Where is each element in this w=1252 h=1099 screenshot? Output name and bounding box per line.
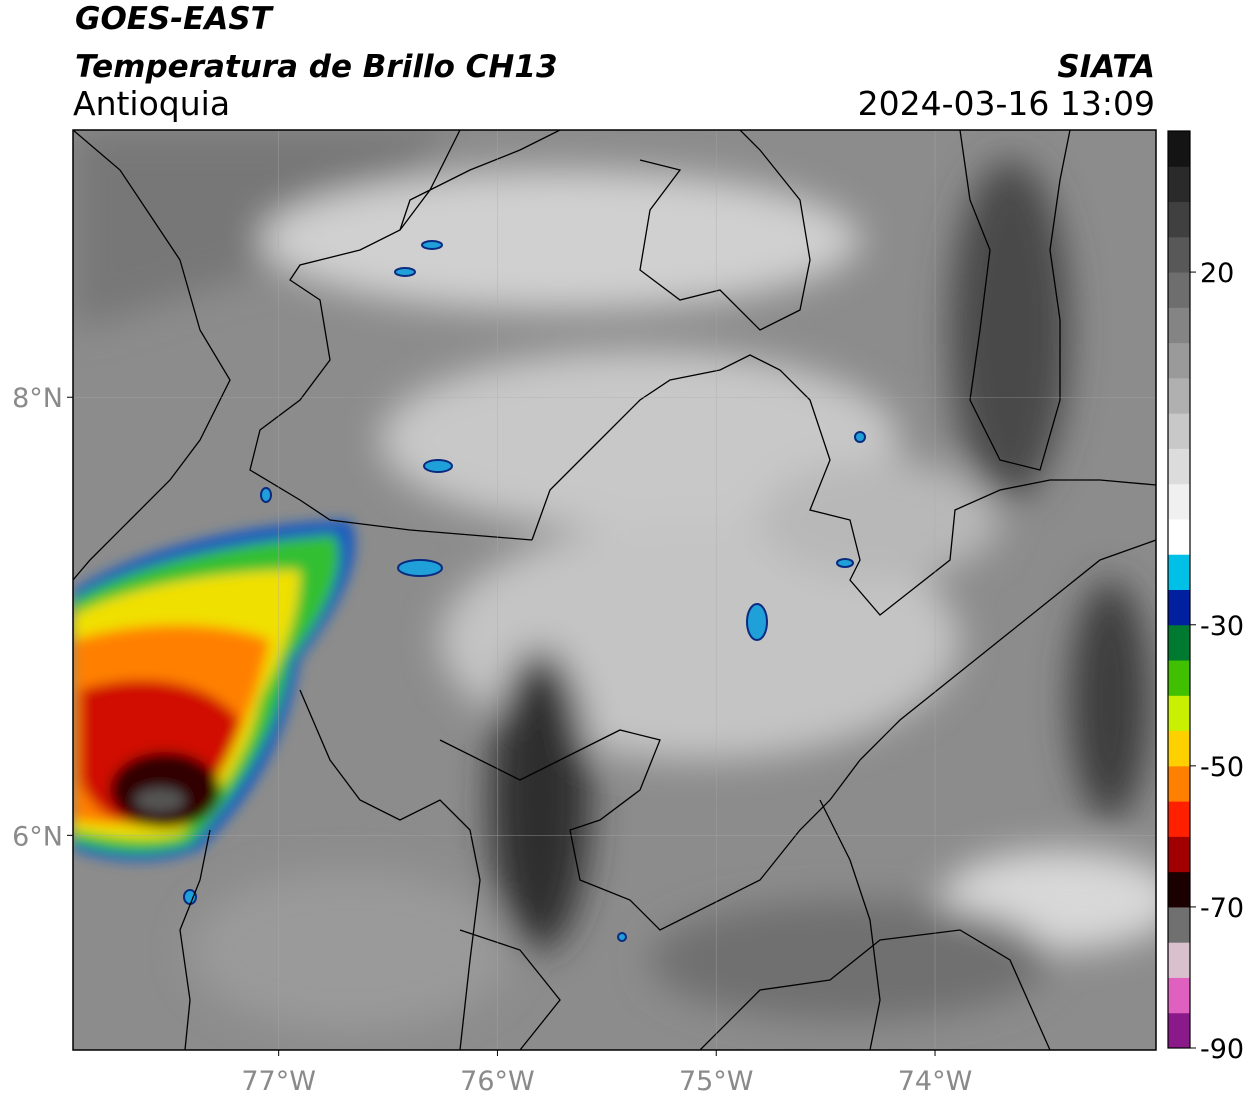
colorbar-tick-label: -90 [1200, 1034, 1244, 1065]
colorbar-tick-label: 20 [1200, 258, 1234, 289]
colorbar-bin [1168, 236, 1190, 273]
colorbar-tick-label: -70 [1200, 893, 1244, 924]
colorbar-bin [1168, 166, 1190, 203]
colorbar-bin [1168, 201, 1190, 238]
colorbar-bin [1168, 1012, 1190, 1049]
y-tick-label: 6°N [12, 821, 63, 852]
colorbar-bin [1168, 660, 1190, 696]
colorbar-bin [1168, 624, 1190, 661]
colorbar-bin [1168, 836, 1190, 873]
subtitle: Temperatura de Brillo CH13 [75, 49, 558, 85]
colorbar-bin [1168, 589, 1190, 626]
colorbar-bin [1168, 906, 1190, 943]
colorbar-bin [1168, 977, 1190, 1014]
y-tick-label: 8°N [12, 383, 63, 414]
colorbar-tick-label: -50 [1200, 752, 1244, 783]
colorbar-bin [1168, 554, 1190, 590]
colorbar-bin [1168, 272, 1190, 308]
x-tick-label: 74°W [898, 1066, 973, 1097]
colorbar-bin [1168, 801, 1190, 837]
colorbar-bin [1168, 448, 1190, 485]
colorbar-bin [1168, 413, 1190, 449]
map-frame [72, 129, 1157, 1051]
x-tick-label: 76°W [460, 1066, 535, 1097]
colorbar-bin [1168, 871, 1190, 908]
colorbar-bin [1168, 730, 1190, 767]
grid [73, 130, 1156, 1050]
colorbar [1168, 131, 1190, 1049]
colorbar-bin [1168, 765, 1190, 802]
datetime: 2024-03-16 13:09 [858, 84, 1155, 123]
x-tick-label: 75°W [679, 1066, 754, 1097]
colorbar-bin [1168, 518, 1190, 555]
satellite-image [73, 130, 1156, 1050]
x-tick-label: 77°W [241, 1066, 316, 1097]
colorbar-bin [1168, 942, 1190, 978]
colorbar-bin [1168, 307, 1190, 344]
colorbar-bin [1168, 131, 1190, 167]
colorbar-bin [1168, 483, 1190, 520]
colorbar-bin [1168, 377, 1190, 414]
colorbar-tick-label: -30 [1200, 611, 1244, 642]
colorbar-bin [1168, 342, 1190, 379]
colorbar-frame [1167, 130, 1191, 1049]
source: SIATA [1057, 49, 1155, 85]
region: Antioquia [73, 84, 230, 123]
colorbar-bin [1168, 695, 1190, 732]
title: GOES-EAST [75, 1, 275, 37]
